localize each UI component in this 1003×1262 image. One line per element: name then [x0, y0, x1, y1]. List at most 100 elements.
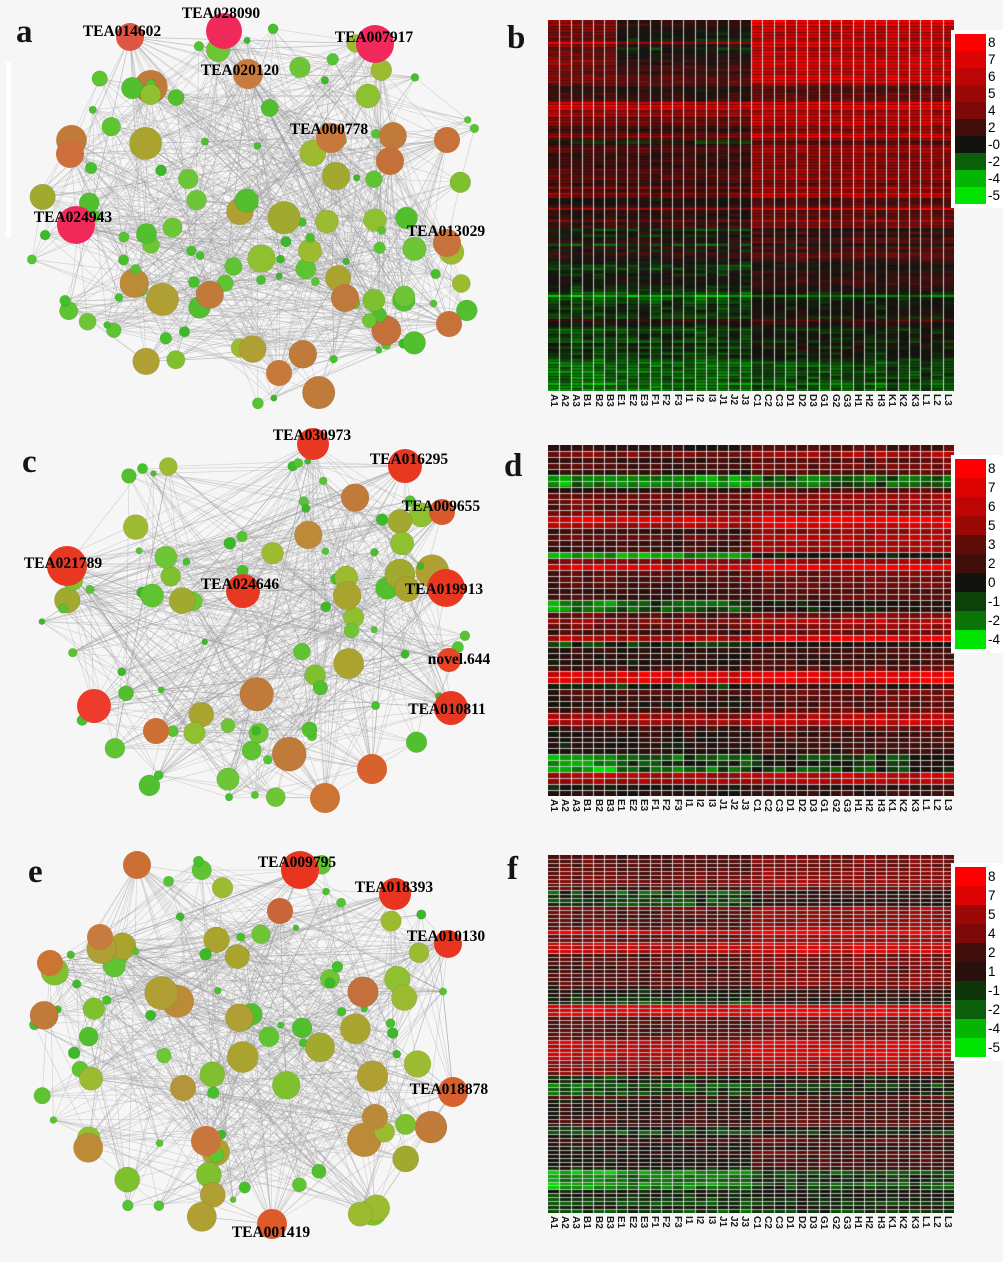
- edge: [114, 465, 406, 749]
- gene-node-olive: [145, 282, 179, 317]
- edge: [165, 557, 316, 676]
- gene-node-green: [234, 188, 259, 213]
- gene-node-small-green: [155, 1139, 164, 1148]
- edge: [69, 153, 357, 179]
- colorbar-step: -2: [955, 153, 1000, 170]
- edge: [101, 869, 301, 950]
- edge: [127, 1091, 454, 1206]
- edge: [212, 1078, 375, 1196]
- edge: [252, 137, 332, 350]
- edge: [141, 542, 230, 593]
- edge: [69, 153, 197, 201]
- colorbar-step: 1: [955, 962, 1000, 981]
- edge: [268, 1036, 273, 1225]
- column-label-A3: A3: [570, 1216, 582, 1229]
- edge: [136, 864, 178, 1002]
- edge: [217, 893, 396, 991]
- gene-node-small-green: [224, 793, 234, 802]
- edge: [271, 920, 392, 1225]
- edge: [135, 178, 375, 270]
- edge: [353, 617, 373, 770]
- edge: [198, 860, 449, 945]
- edge: [128, 475, 347, 578]
- gene-node-small-green: [59, 294, 71, 307]
- edge: [179, 916, 203, 1217]
- edge: [62, 521, 400, 610]
- edge: [237, 893, 396, 957]
- edge: [161, 170, 448, 244]
- edge: [213, 1092, 376, 1118]
- colorbar-step: 8: [955, 34, 1000, 51]
- edge: [99, 936, 377, 1209]
- edge: [258, 635, 466, 734]
- edge: [239, 869, 301, 1018]
- edge: [246, 135, 394, 201]
- edge: [69, 145, 258, 155]
- edge: [324, 617, 355, 799]
- hub-node: [376, 147, 404, 175]
- edge: [227, 508, 307, 780]
- edge: [62, 608, 257, 732]
- edge: [288, 443, 314, 755]
- network-panel-c: TEA030973 TEA016295 TEA009655 TEA021789 TEA0…: [24, 427, 490, 813]
- colorbar-swatch: [955, 51, 986, 68]
- edge: [125, 674, 316, 694]
- gene-node-small-green: [157, 686, 165, 694]
- edge: [72, 590, 244, 653]
- edge: [113, 247, 380, 331]
- edge: [198, 45, 375, 180]
- column-label-L2: L2: [931, 799, 943, 811]
- edge: [269, 107, 303, 223]
- column-label-I3: I3: [705, 1216, 717, 1225]
- edge: [53, 1119, 319, 1172]
- edge: [136, 864, 217, 941]
- column-label-F1: F1: [649, 1216, 661, 1228]
- gene-node-olive: [394, 576, 421, 602]
- edge: [240, 279, 262, 349]
- edge: [72, 519, 383, 581]
- edge: [155, 519, 383, 732]
- gene-label: TEA014602: [83, 23, 162, 40]
- edge: [89, 588, 143, 593]
- edge: [150, 160, 391, 246]
- edge: [67, 599, 354, 618]
- edge: [269, 107, 405, 301]
- gene-node-green: [91, 70, 108, 87]
- colorbar-step: -4: [955, 630, 1000, 649]
- edge: [89, 69, 382, 204]
- gene-label: TEA000778: [290, 121, 369, 138]
- gene-node-small-green: [236, 530, 248, 543]
- gene-node-small-green: [280, 236, 292, 248]
- gene-node-orange: [294, 520, 323, 550]
- edge: [57, 869, 301, 1010]
- edge: [150, 94, 280, 374]
- edge: [64, 302, 334, 360]
- edge: [122, 945, 218, 991]
- edge: [301, 651, 310, 730]
- gene-label: TEA019913: [405, 581, 484, 598]
- column-label-K3: K3: [908, 1216, 920, 1229]
- edge: [221, 1134, 406, 1160]
- edge: [113, 329, 280, 374]
- edge: [66, 536, 243, 567]
- edge: [305, 508, 452, 709]
- edge: [158, 590, 244, 776]
- column-label-F2: F2: [660, 394, 672, 406]
- edge: [295, 927, 372, 1071]
- edge: [145, 137, 332, 144]
- edge: [237, 893, 396, 957]
- edge: [82, 514, 422, 721]
- edge: [88, 1116, 376, 1139]
- gene-node-small-green: [58, 603, 68, 614]
- edge: [125, 500, 411, 694]
- edge: [229, 500, 411, 544]
- gene-node-yellow-green: [315, 209, 339, 234]
- edge: [158, 1170, 319, 1207]
- edge: [34, 952, 246, 1026]
- edge: [75, 224, 404, 344]
- edge: [158, 674, 316, 776]
- edge: [168, 869, 301, 882]
- edge: [95, 941, 377, 1209]
- column-label-K1: K1: [885, 799, 897, 812]
- edge: [151, 551, 375, 596]
